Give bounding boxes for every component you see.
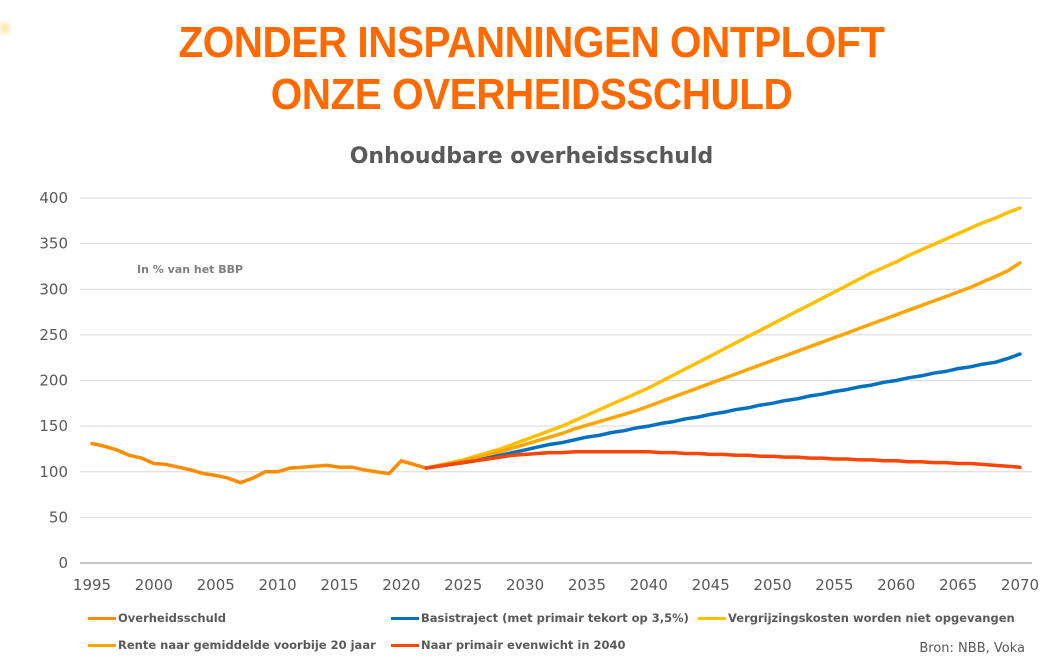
headline-line-1: ZONDER INSPANNINGEN ONTPLOFT — [178, 18, 885, 67]
legend-swatch — [391, 643, 419, 647]
legend-item-vergrijzingskosten: Vergrijzingskosten worden niet opgevange… — [698, 611, 1015, 625]
y-tick-label: 300 — [39, 280, 68, 298]
legend-swatch — [698, 616, 726, 620]
series-line-basistraject-met-primair-tekort-op-3-5 — [424, 352, 1022, 470]
legend-label: Overheidsschuld — [118, 611, 226, 625]
x-tick-label: 2015 — [320, 576, 358, 594]
legend-label: Rente naar gemiddelde voorbije 20 jaar — [118, 638, 376, 652]
x-tick-label: 2025 — [444, 576, 482, 594]
legend-item-overheidsschuld: Overheidsschuld — [88, 611, 226, 625]
y-axis-ticks: 0 50 100 150 200 250 300 350 400 — [39, 189, 68, 572]
y-tick-label: 350 — [39, 235, 68, 253]
x-tick-label: 2045 — [692, 576, 730, 594]
x-tick-label: 2065 — [939, 576, 977, 594]
x-tick-label: 2040 — [630, 576, 668, 594]
x-tick-label: 1995 — [73, 576, 111, 594]
y-tick-label: 200 — [39, 372, 68, 390]
y-tick-label: 50 — [49, 508, 68, 526]
x-tick-label: 2030 — [506, 576, 544, 594]
y-tick-label: 150 — [39, 417, 68, 435]
y-tick-label: 100 — [39, 463, 68, 481]
source-note: Bron: NBB, Voka — [919, 641, 1025, 656]
series-line-naar-primair-evenwicht-in-2040 — [424, 449, 1022, 470]
legend-label: Vergrijzingskosten worden niet opgevange… — [728, 611, 1015, 625]
gridlines — [80, 197, 1032, 564]
legend-label: Naar primair evenwicht in 2040 — [421, 638, 626, 652]
legend-swatch — [391, 616, 419, 620]
y-tick-label: 250 — [39, 326, 68, 344]
x-axis-ticks: 1995 2000 2005 2010 2015 2020 2025 2030 2035 2040… — [73, 576, 1039, 594]
legend-item-basistraject: Basistraject (met primair tekort op 3,5%… — [391, 611, 689, 625]
legend-item-primair-evenwicht: Naar primair evenwicht in 2040 — [391, 638, 626, 652]
legend-swatch — [88, 643, 116, 647]
x-tick-label: 2035 — [568, 576, 606, 594]
headline-line-2: ONZE OVERHEIDSSCHULD — [270, 70, 793, 119]
series-line-overheidsschuld — [90, 441, 428, 485]
decorative-glow — [0, 22, 10, 34]
x-tick-label: 2050 — [753, 576, 791, 594]
x-tick-label: 2000 — [135, 576, 173, 594]
series-line-vergrijzingskosten-worden-niet-opgevangen — [424, 206, 1022, 470]
y-tick-label: 400 — [39, 189, 68, 207]
series-line-rente-naar-gemiddelde-voorbije-20-jaar — [424, 261, 1022, 470]
chart-title: Onhoudbare overheidsschuld — [349, 144, 714, 169]
x-tick-label: 2060 — [877, 576, 915, 594]
unit-annotation: In % van het BBP — [137, 263, 244, 276]
x-tick-label: 2005 — [197, 576, 235, 594]
legend-item-rente: Rente naar gemiddelde voorbije 20 jaar — [88, 638, 376, 652]
legend-label: Basistraject (met primair tekort op 3,5%… — [421, 611, 689, 625]
x-tick-label: 2010 — [259, 576, 297, 594]
x-tick-label: 2070 — [1001, 576, 1039, 594]
x-tick-label: 2055 — [815, 576, 853, 594]
legend-swatch — [88, 616, 116, 620]
x-tick-label: 2020 — [382, 576, 420, 594]
series-lines — [90, 206, 1022, 485]
y-tick-label: 0 — [58, 554, 68, 572]
